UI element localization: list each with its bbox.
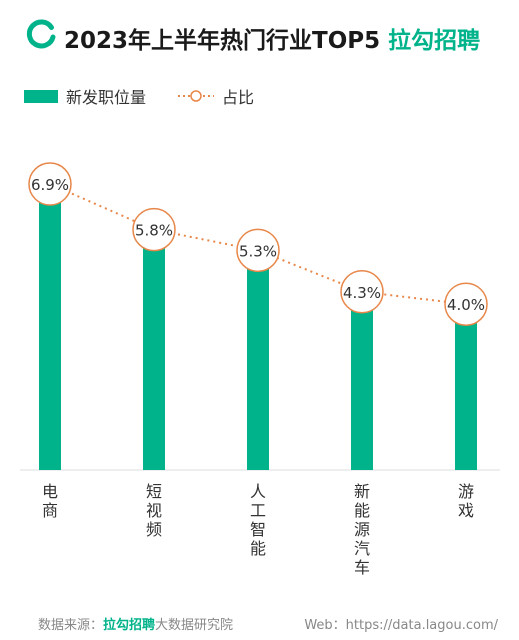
share-label-5: 4.0% bbox=[447, 296, 485, 314]
legend-bar-label: 新发职位量 bbox=[66, 88, 147, 107]
category-label-1: 电商 bbox=[42, 482, 58, 520]
category-label-4: 新能源汽车 bbox=[354, 482, 370, 577]
source-label: 数据来源： bbox=[38, 618, 104, 633]
bar-2 bbox=[143, 229, 165, 470]
share-trend-line bbox=[49, 183, 467, 306]
data-source: 数据来源：拉勾招聘大数据研究院 bbox=[38, 614, 233, 633]
category-label-5: 游戏 bbox=[458, 482, 474, 520]
website: Web：https://data.lagou.com/ bbox=[304, 618, 498, 633]
legend-bar-swatch bbox=[24, 90, 58, 103]
legend-line-label: 占比 bbox=[222, 88, 255, 107]
category-label-2: 短视频 bbox=[146, 482, 162, 539]
lagou-logo-icon bbox=[26, 19, 56, 49]
bar-5 bbox=[455, 304, 477, 470]
legend: 新发职位量 占比 bbox=[24, 84, 324, 108]
share-label-1: 6.9% bbox=[31, 176, 69, 194]
share-label-2: 5.8% bbox=[135, 222, 173, 240]
share-marker-5 bbox=[444, 282, 488, 326]
share-marker-4 bbox=[340, 270, 384, 314]
category-label-3: 人工智能 bbox=[250, 482, 266, 558]
share-label-4: 4.3% bbox=[343, 284, 381, 302]
share-label-3: 5.3% bbox=[239, 242, 277, 260]
source-suffix: 大数据研究院 bbox=[155, 618, 234, 633]
share-marker-1 bbox=[28, 162, 72, 206]
title-brand: 拉勾招聘 bbox=[388, 28, 481, 54]
bar-4 bbox=[351, 291, 373, 470]
page-title: 2023年上半年热门行业TOP5 拉勾招聘 bbox=[64, 21, 480, 55]
bar-1 bbox=[39, 184, 61, 470]
bar-3 bbox=[247, 250, 269, 470]
legend-line-swatch-icon bbox=[178, 90, 214, 102]
source-brand: 拉勾招聘 bbox=[103, 618, 156, 633]
footer: 数据来源：拉勾招聘大数据研究院 Web：https://data.lagou.c… bbox=[38, 614, 508, 634]
bar-line-chart: 6.9% 5.8% 5.3% 4.3% 4.0% 电商 短视频 人工智能 新能源汽车 游戏 bbox=[20, 162, 500, 577]
share-marker-3 bbox=[236, 228, 280, 273]
title-text: 2023年上半年热门行业TOP5 bbox=[64, 28, 381, 54]
share-marker-2 bbox=[132, 207, 176, 252]
header: 2023年上半年热门行业TOP5 拉勾招聘 bbox=[18, 14, 508, 54]
